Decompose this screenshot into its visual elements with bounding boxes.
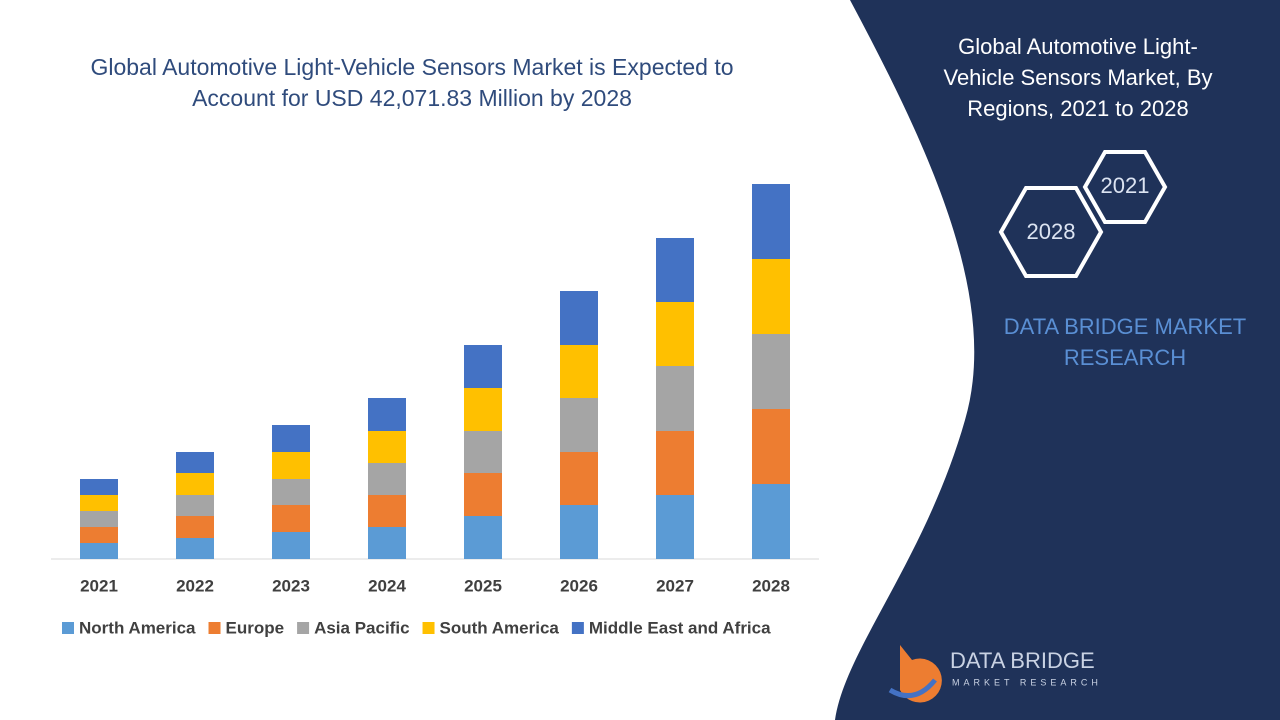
bar-segment	[656, 238, 694, 302]
bar-segment	[368, 527, 406, 559]
bar-segment	[272, 532, 310, 559]
legend-label: Asia Pacific	[314, 618, 409, 637]
panel-title: Global Automotive Light-Vehicle Sensors …	[943, 34, 1213, 121]
legend-swatch	[62, 622, 74, 634]
bar-segment	[272, 479, 310, 505]
bar-segment	[560, 398, 598, 452]
x-tick-label: 2021	[80, 576, 118, 595]
x-tick-label: 2027	[656, 576, 694, 595]
legend-swatch	[208, 622, 221, 634]
legend-label: Middle East and Africa	[589, 618, 771, 637]
bar-segment	[752, 334, 790, 409]
x-tick-label: 2025	[464, 576, 502, 595]
brand: DATA BRIDGE MARKET RESEARCH	[1003, 314, 1247, 370]
bar-segment	[176, 452, 214, 473]
bar-segment	[368, 495, 406, 527]
logo-tagline: MARKET RESEARCH	[952, 677, 1102, 687]
bar-segment	[656, 302, 694, 366]
hexagon-label: 2021	[1101, 173, 1150, 198]
bar-segment	[560, 452, 598, 505]
bar-segment	[80, 511, 118, 527]
bar-segment	[80, 543, 118, 559]
bar-segment	[560, 291, 598, 345]
legend-label: South America	[440, 618, 560, 637]
hexagon	[1082, 150, 1168, 224]
bar-segment	[656, 366, 694, 431]
bar-segment	[752, 259, 790, 334]
logo-mark	[888, 678, 937, 699]
logo-name: DATA BRIDGE	[950, 648, 1095, 673]
bar-segment	[464, 473, 502, 516]
bar-segment	[752, 484, 790, 559]
bar-segment	[560, 505, 598, 559]
bar-segment	[368, 398, 406, 431]
bar-segment	[464, 345, 502, 388]
bar-segment	[80, 495, 118, 511]
bar-segment	[272, 452, 310, 479]
chart-title: Global Automotive Light-Vehicle Sensors …	[90, 54, 734, 111]
bar-segment	[272, 425, 310, 452]
side-panel	[835, 0, 1280, 720]
logo-mark	[900, 645, 942, 703]
legend-label: Europe	[226, 618, 285, 637]
bar-segment	[752, 184, 790, 259]
x-tick-label: 2023	[272, 576, 310, 595]
bar-segment	[464, 431, 502, 473]
x-tick-label: 2024	[368, 576, 406, 595]
legend-swatch	[571, 622, 584, 634]
hexagon-label: 2028	[1027, 219, 1076, 244]
legend-label: North America	[79, 618, 196, 637]
bar-segment	[368, 463, 406, 495]
bar-segment	[176, 516, 214, 538]
legend-swatch	[422, 622, 435, 634]
bar-segment	[80, 479, 118, 495]
hexagon	[998, 186, 1104, 278]
bar-segment	[560, 345, 598, 398]
bar-segment	[80, 527, 118, 543]
bar-segment	[368, 431, 406, 463]
legend-swatch	[297, 622, 310, 634]
x-tick-label: 2026	[560, 576, 598, 595]
bar-segment	[464, 516, 502, 559]
bar-segment	[752, 409, 790, 484]
x-tick-label: 2028	[752, 576, 790, 595]
bar-segment	[656, 495, 694, 559]
bar-segment	[272, 505, 310, 532]
x-tick-label: 2022	[176, 576, 214, 595]
bar-segment	[176, 495, 214, 516]
bar-segment	[176, 473, 214, 495]
bar-segment	[656, 431, 694, 495]
bar-segment	[176, 538, 214, 559]
bar-segment	[464, 388, 502, 431]
